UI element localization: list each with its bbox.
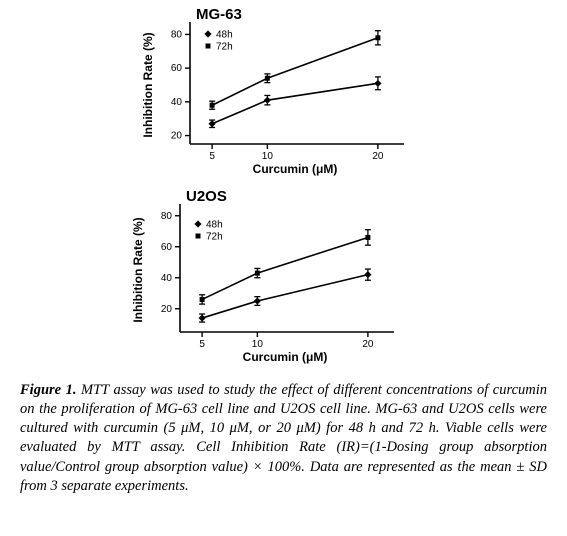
svg-text:20: 20 <box>161 304 173 315</box>
chart-svg-u2os: 20 40 60 80 5 10 20 48h72h <box>128 188 406 364</box>
chart-svg-mg63: 20 40 60 80 5 10 20 48h72h <box>138 6 416 174</box>
svg-text:48h: 48h <box>216 30 233 41</box>
svg-text:20: 20 <box>362 339 374 350</box>
chart-ylabel-mg63: Inhibition Rate (%) <box>141 15 155 155</box>
svg-text:40: 40 <box>171 97 183 108</box>
figure-caption: Figure 1. MTT assay was used to study th… <box>0 375 567 496</box>
svg-text:5: 5 <box>199 339 205 350</box>
svg-text:60: 60 <box>171 63 183 74</box>
svg-text:10: 10 <box>252 339 264 350</box>
svg-text:10: 10 <box>262 151 274 162</box>
figure-caption-lead: Figure 1. <box>20 382 76 398</box>
svg-text:20: 20 <box>372 151 384 162</box>
chart-xlabel-mg63: Curcumin (μM) <box>253 162 338 176</box>
figure-1: 204060805102048h72hMG-63Inhibition Rate … <box>0 0 567 536</box>
chart-title-mg63: MG-63 <box>196 6 242 23</box>
svg-text:80: 80 <box>161 211 173 222</box>
chart-ylabel-u2os: Inhibition Rate (%) <box>131 200 145 340</box>
svg-text:20: 20 <box>171 131 183 142</box>
chart-title-u2os: U2OS <box>186 188 227 205</box>
svg-text:5: 5 <box>209 151 215 162</box>
figure-caption-text: MTT assay was used to study the effect o… <box>20 382 547 494</box>
chart-u2os: 20 40 60 80 5 10 20 48h72h U2OS Inhibition Rate (… <box>128 188 406 364</box>
charts-area: 204060805102048h72hMG-63Inhibition Rate … <box>0 0 567 375</box>
svg-text:40: 40 <box>161 273 173 284</box>
svg-text:80: 80 <box>171 29 183 40</box>
svg-text:60: 60 <box>161 242 173 253</box>
svg-text:72h: 72h <box>206 232 223 243</box>
svg-text:72h: 72h <box>216 42 233 53</box>
svg-text:48h: 48h <box>206 220 223 231</box>
chart-mg63: 20 40 60 80 5 10 20 48h72h MG-63 Inhibition Rate … <box>138 6 416 174</box>
chart-xlabel-u2os: Curcumin (μM) <box>243 350 328 364</box>
